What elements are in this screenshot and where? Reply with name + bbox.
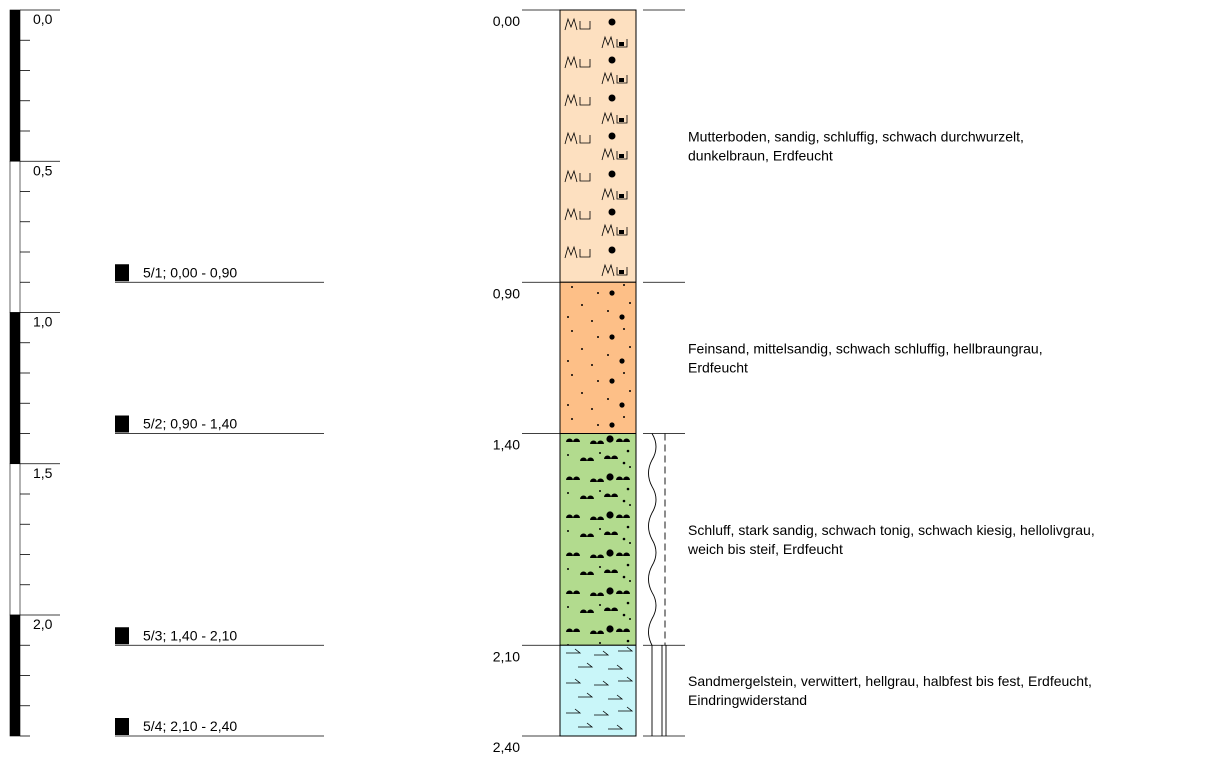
layer-descriptions: Mutterboden, sandig, schluffig, schwach … [687, 129, 1095, 709]
depth-label: 2,10 [493, 648, 520, 664]
consistency-column [648, 433, 667, 736]
depth-label: 1,40 [493, 437, 520, 453]
scale-label: 1,0 [33, 314, 53, 330]
sample-marker [115, 415, 129, 433]
sample-list: 5/1; 0,00 - 0,90 5/2; 0,90 - 1,40 5/3; 1,4… [115, 264, 324, 737]
scale-block [9, 614, 21, 737]
layer-pattern-mutterboden [559, 9, 637, 283]
layer-pattern-schluff [559, 433, 637, 646]
depth-label: 2,40 [493, 739, 520, 755]
layer-description: Mutterboden, sandig, schluffig, schwach … [688, 129, 1024, 145]
layer-description: dunkelbraun, Erdfeucht [688, 148, 833, 164]
sample-marker [115, 718, 129, 735]
layer-description: Sandmergelstein, verwittert, hellgrau, h… [688, 673, 1092, 689]
scale-label: 1,5 [33, 465, 53, 481]
scale-block [9, 9, 21, 162]
depth-scale: 0,0 0,5 1,0 1,5 2,0 [9, 9, 60, 737]
layer-description: Erdfeucht [688, 359, 748, 375]
sample-marker [115, 627, 129, 645]
sample-label: 5/4; 2,10 - 2,40 [143, 718, 237, 734]
wavy-line [648, 433, 657, 646]
layer-pattern-feinsand [559, 281, 637, 434]
sample-label: 5/3; 1,40 - 2,10 [143, 627, 237, 643]
soil-column: 0,00 0,90 1,40 2,10 2,40 [493, 9, 685, 755]
scale-block [9, 463, 21, 616]
layer-description: Feinsand, mittelsandig, schwach schluffi… [688, 340, 1043, 356]
depth-label: 0,00 [493, 13, 520, 29]
sample-label: 5/2; 0,90 - 1,40 [143, 416, 237, 432]
layer-description: Eindringwiderstand [688, 692, 807, 708]
scale-block [9, 160, 21, 313]
layer-description: Schluff, stark sandig, schwach tonig, sc… [688, 522, 1095, 538]
sample-marker [115, 264, 129, 282]
depth-label: 0,90 [493, 285, 520, 301]
scale-label: 2,0 [33, 616, 53, 632]
layer-pattern-sandmergelstein [559, 644, 637, 737]
layer-description: weich bis steif, Erdfeucht [687, 541, 843, 557]
sample-label: 5/1; 0,00 - 0,90 [143, 264, 237, 280]
scale-label: 0,5 [33, 162, 53, 178]
scale-block [9, 312, 21, 465]
scale-label: 0,0 [33, 11, 53, 27]
